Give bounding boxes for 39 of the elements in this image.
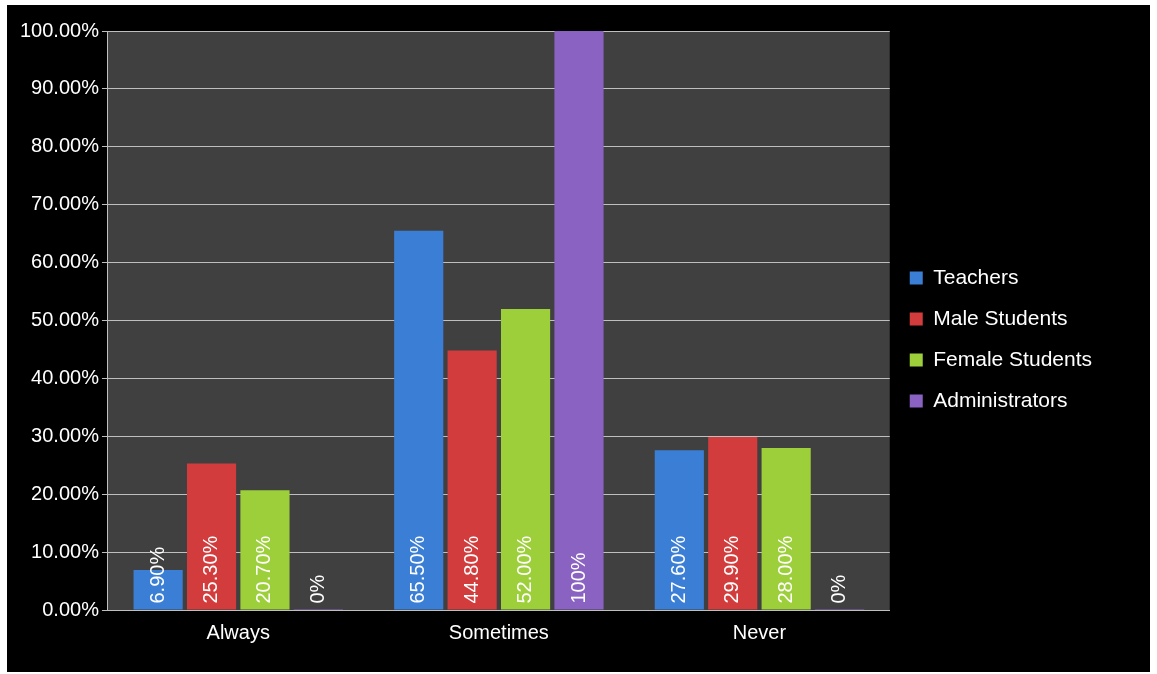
y-tick-label: 60.00% [31, 250, 100, 273]
bar [447, 350, 497, 610]
x-tick-label: Never [732, 620, 787, 643]
y-tick-label: 40.00% [31, 365, 100, 388]
bar [554, 31, 604, 610]
data-label: 65.50% [406, 535, 429, 604]
bar [240, 490, 290, 610]
data-label: 25.30% [199, 535, 222, 604]
y-tick-label: 90.00% [31, 76, 100, 99]
bar [500, 308, 551, 610]
bar [761, 447, 811, 610]
y-tick-label: 100.00% [19, 18, 100, 41]
bar [654, 450, 704, 610]
bar [708, 436, 758, 610]
y-tick-label: 10.00% [31, 539, 100, 562]
y-tick-label: 0.00% [42, 597, 100, 620]
data-label: 44.80% [459, 535, 482, 604]
y-tick-label: 70.00% [31, 192, 100, 215]
legend-label: Female Students [933, 346, 1093, 370]
legend-label: Male Students [933, 305, 1068, 329]
bar [394, 230, 444, 610]
data-label: 52.00% [513, 535, 536, 604]
data-label: 29.90% [720, 535, 743, 604]
data-label: 0% [827, 574, 850, 604]
x-tick-label: Sometimes [448, 620, 549, 643]
y-tick-label: 50.00% [31, 308, 100, 331]
legend-label: Teachers [933, 264, 1019, 288]
data-label: 20.70% [252, 535, 275, 604]
y-tick-label: 30.00% [31, 423, 100, 446]
legend-label: Administrators [933, 387, 1068, 411]
x-tick-label: Always [206, 620, 270, 643]
data-label: 28.00% [773, 535, 796, 604]
y-tick-label: 20.00% [31, 481, 100, 504]
data-label: 6.90% [145, 546, 168, 604]
data-label: 0% [305, 574, 328, 604]
data-label: 100% [566, 552, 589, 604]
y-tick-label: 80.00% [31, 134, 100, 157]
data-label: 27.60% [666, 535, 689, 604]
bar [186, 463, 237, 610]
